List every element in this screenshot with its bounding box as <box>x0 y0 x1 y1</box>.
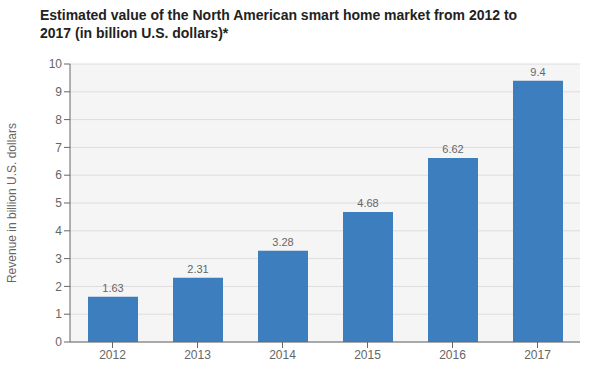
html-text:Estimated value of the North A: Estimated value of the North American sm… <box>40 7 518 23</box>
svg-text:1: 1 <box>55 307 62 321</box>
svg-text:3.28: 3.28 <box>272 236 293 248</box>
svg-text:7: 7 <box>55 141 62 155</box>
svg-text:2017: 2017 <box>524 348 551 362</box>
svg-text:2.31: 2.31 <box>187 263 208 275</box>
svg-text:9: 9 <box>55 85 62 99</box>
svg-text:5: 5 <box>55 196 62 210</box>
svg-text:1.63: 1.63 <box>102 282 123 294</box>
svg-text:4.68: 4.68 <box>357 197 378 209</box>
svg-text:9.4: 9.4 <box>530 66 545 78</box>
svg-text:2014: 2014 <box>269 348 296 362</box>
html-text:2017 (in billion U.S. dollars): 2017 (in billion U.S. dollars)* <box>40 25 229 41</box>
svg-text:10: 10 <box>49 57 63 71</box>
svg-text:2016: 2016 <box>439 348 466 362</box>
svg-text:2013: 2013 <box>184 348 211 362</box>
svg-text:4: 4 <box>55 224 62 238</box>
svg-text:0: 0 <box>55 335 62 349</box>
svg-text:6: 6 <box>55 168 62 182</box>
svg-text:Revenue in billion U.S. dollar: Revenue in billion U.S. dollars <box>8 123 19 283</box>
svg-text:8: 8 <box>55 113 62 127</box>
svg-text:2015: 2015 <box>354 348 381 362</box>
svg-text:2: 2 <box>55 280 62 294</box>
svg-text:6.62: 6.62 <box>442 143 463 155</box>
svg-text:2012: 2012 <box>99 348 126 362</box>
svg-text:3: 3 <box>55 252 62 266</box>
